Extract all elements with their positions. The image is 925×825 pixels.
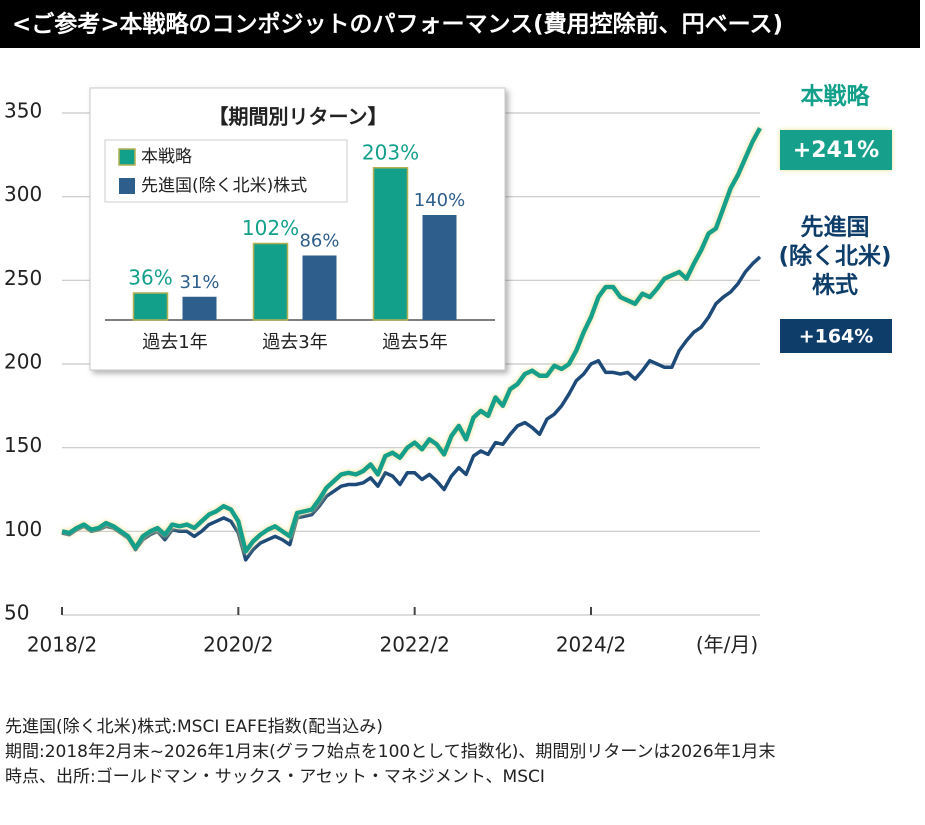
annotation-label: 本戦略 bbox=[801, 83, 871, 110]
bar bbox=[372, 167, 409, 321]
annotation-value: +241% bbox=[793, 138, 879, 163]
y-tick-label: 50 bbox=[4, 601, 29, 625]
chart-title: <ご参考>本戦略のコンポジットのパフォーマンス(費用控除前、円ベース) bbox=[12, 11, 783, 38]
annotation-box bbox=[780, 319, 892, 353]
inset-title: 【期間別リターン】 bbox=[209, 105, 388, 129]
y-tick-label: 350 bbox=[4, 99, 42, 123]
value-label: 31% bbox=[179, 272, 219, 293]
y-tick-label: 200 bbox=[4, 350, 42, 374]
bar bbox=[132, 292, 169, 321]
y-tick-label: 300 bbox=[4, 182, 42, 206]
annotation-label: 先進国 bbox=[801, 215, 870, 241]
bar bbox=[252, 242, 289, 321]
annotation-label: (除く北米) bbox=[778, 243, 891, 270]
legend-swatch bbox=[118, 148, 136, 166]
value-label: 86% bbox=[299, 231, 339, 252]
bar bbox=[182, 296, 217, 320]
value-label: 203% bbox=[362, 140, 419, 164]
y-tick-label: 150 bbox=[4, 433, 42, 457]
value-label: 36% bbox=[128, 266, 172, 290]
x-tick-label: 2024/2 bbox=[556, 633, 626, 657]
title-bar bbox=[0, 0, 920, 48]
legend-label: 本戦略 bbox=[141, 147, 192, 167]
bar bbox=[422, 215, 457, 320]
series-line bbox=[61, 127, 762, 554]
legend-label: 先進国(除く北米)株式 bbox=[141, 176, 307, 196]
annotation-label: 株式 bbox=[812, 273, 858, 299]
y-tick-label: 250 bbox=[4, 266, 42, 290]
footnote: 時点、出所:ゴールドマン・サックス・アセット・マネジメント、MSCI bbox=[5, 766, 545, 787]
y-tick-label: 100 bbox=[4, 517, 42, 541]
x-tick-label: 過去5年 bbox=[382, 332, 447, 353]
footnote: 期間:2018年2月末~2026年1月末(グラフ始点を100として指数化)、期間… bbox=[5, 742, 776, 762]
legend-box bbox=[104, 139, 348, 203]
bar bbox=[302, 255, 337, 320]
annotation-box bbox=[780, 130, 892, 170]
x-tick-label: 過去3年 bbox=[262, 332, 327, 353]
x-tick-label: 2020/2 bbox=[203, 633, 273, 657]
series-line bbox=[61, 255, 762, 562]
value-label: 140% bbox=[414, 190, 465, 211]
x-axis-label: (年/月) bbox=[696, 633, 758, 657]
value-label: 102% bbox=[242, 216, 299, 240]
x-tick-label: 2022/2 bbox=[379, 633, 449, 657]
footnote: 先進国(除く北米)株式:MSCI EAFE指数(配当込み) bbox=[5, 717, 383, 737]
legend-swatch bbox=[119, 178, 135, 194]
x-tick-label: 2018/2 bbox=[27, 633, 97, 657]
x-tick-label: 過去1年 bbox=[142, 332, 207, 353]
annotation-value: +164% bbox=[799, 326, 874, 348]
